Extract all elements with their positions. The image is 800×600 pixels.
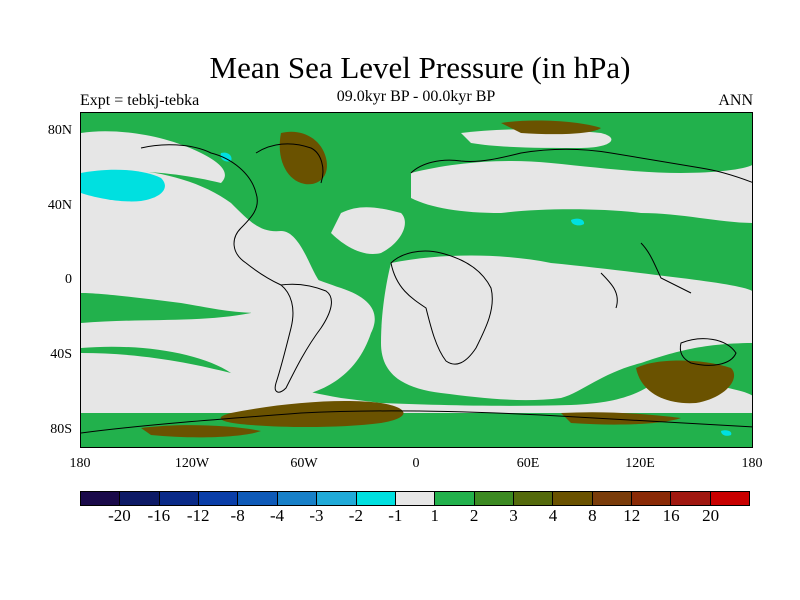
legend-label: -1 <box>388 506 403 525</box>
legend-swatch <box>356 492 396 505</box>
legend-swatch <box>277 492 318 505</box>
lon-label-60w: 60W <box>290 456 318 471</box>
legend-swatch <box>159 492 200 505</box>
legend-label: 12 <box>623 506 641 525</box>
legend-swatch <box>592 492 633 505</box>
map-svg <box>81 113 752 447</box>
legend-label: 1 <box>430 506 439 525</box>
legend-swatch <box>317 492 357 505</box>
high-positive-regions <box>141 120 735 438</box>
lat-label-0: 0 <box>65 272 72 287</box>
legend-swatch <box>199 492 239 505</box>
legend-label: 8 <box>588 506 597 525</box>
time-range-label: 09.0kyr BP - 00.0kyr BP <box>336 88 496 105</box>
legend-label: 20 <box>702 506 720 525</box>
lon-label-120e: 120E <box>625 456 655 471</box>
legend-label: -4 <box>269 506 285 525</box>
pressure-map <box>80 112 753 448</box>
legend-label: 4 <box>548 506 558 525</box>
legend-label: -3 <box>309 506 324 525</box>
legend-label: -8 <box>230 506 245 525</box>
lon-label-180w: 180 <box>69 456 91 471</box>
legend-label: -20 <box>108 506 131 525</box>
color-legend <box>80 491 750 506</box>
legend-swatch <box>435 492 475 505</box>
legend-swatch <box>553 492 593 505</box>
legend-swatch <box>238 492 278 505</box>
chart-title: Mean Sea Level Pressure (in hPa) <box>209 50 631 85</box>
legend-swatch <box>474 492 514 505</box>
experiment-label: Expt = tebkj-tebka <box>80 92 200 109</box>
season-label: ANN <box>718 92 753 109</box>
lat-label-40s: 40S <box>50 347 72 362</box>
near-zero-regions <box>81 129 752 413</box>
legend-swatch <box>710 492 750 505</box>
coastlines <box>81 143 752 434</box>
lat-label-40n: 40N <box>47 198 72 213</box>
legend-swatch <box>671 492 711 505</box>
legend-swatch <box>395 492 436 505</box>
legend-label: -12 <box>186 506 210 525</box>
legend-label: 2 <box>469 506 479 525</box>
lon-label-180e: 180 <box>741 456 763 471</box>
lat-label-80n: 80N <box>47 123 72 138</box>
lat-label-80s: 80S <box>50 422 72 437</box>
legend-label: -2 <box>348 506 363 525</box>
legend-swatch <box>120 492 160 505</box>
lon-label-0: 0 <box>412 456 420 471</box>
legend-swatch <box>81 492 121 505</box>
negative-regions <box>81 152 732 436</box>
legend-swatch <box>632 492 672 505</box>
legend-label: 16 <box>662 506 680 525</box>
lon-label-120w: 120W <box>174 456 210 471</box>
legend-label: -16 <box>147 506 171 525</box>
lon-label-60e: 60E <box>516 456 540 471</box>
legend-label: 3 <box>509 506 518 525</box>
legend-swatch <box>513 492 554 505</box>
